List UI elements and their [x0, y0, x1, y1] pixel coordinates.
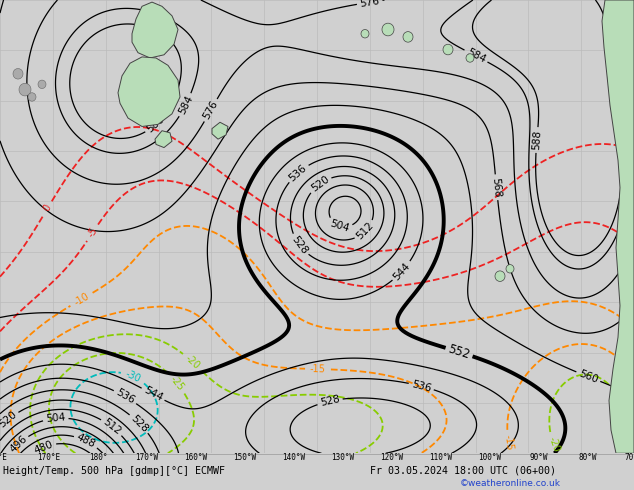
Text: 588: 588	[531, 130, 543, 150]
Text: 80°W: 80°W	[579, 453, 597, 462]
Circle shape	[361, 29, 369, 38]
Text: 520: 520	[0, 410, 19, 430]
Text: 588: 588	[145, 114, 167, 135]
Text: 480: 480	[33, 439, 55, 455]
Circle shape	[382, 23, 394, 36]
Text: 90°W: 90°W	[530, 453, 548, 462]
Polygon shape	[602, 0, 634, 453]
Text: 512: 512	[355, 220, 376, 242]
Circle shape	[495, 271, 505, 281]
Text: 110°W: 110°W	[429, 453, 453, 462]
Text: 584: 584	[465, 47, 487, 65]
Text: -5: -5	[86, 226, 100, 240]
Text: -20: -20	[547, 435, 561, 454]
Text: 496: 496	[8, 434, 29, 455]
Text: 120°W: 120°W	[380, 453, 404, 462]
Text: 536: 536	[410, 379, 432, 393]
Text: 170°W: 170°W	[136, 453, 158, 462]
Text: 150°W: 150°W	[233, 453, 257, 462]
Text: 584: 584	[177, 94, 195, 116]
Text: 70°W: 70°W	[624, 453, 634, 462]
Circle shape	[466, 54, 474, 62]
Text: 536: 536	[287, 163, 309, 183]
Text: 488: 488	[75, 432, 97, 450]
Text: 170°E: 170°E	[37, 453, 61, 462]
Text: 576: 576	[202, 99, 220, 122]
Text: 0°E: 0°E	[0, 453, 7, 462]
Text: -30: -30	[124, 369, 143, 384]
Text: Height/Temp. 500 hPa [gdmp][°C] ECMWF: Height/Temp. 500 hPa [gdmp][°C] ECMWF	[3, 466, 225, 476]
Polygon shape	[132, 2, 178, 58]
Circle shape	[403, 32, 413, 42]
Text: 544: 544	[142, 385, 164, 403]
Text: -20: -20	[184, 353, 202, 371]
Text: 160°W: 160°W	[184, 453, 207, 462]
Text: 130°W: 130°W	[332, 453, 354, 462]
Text: 528: 528	[290, 234, 309, 256]
Polygon shape	[212, 122, 228, 139]
Text: 512: 512	[101, 417, 123, 437]
Text: 552: 552	[446, 343, 472, 362]
Circle shape	[506, 265, 514, 273]
Text: -10: -10	[72, 291, 91, 308]
Text: 528: 528	[129, 413, 150, 434]
Circle shape	[19, 83, 31, 96]
Text: 560: 560	[578, 368, 599, 385]
Circle shape	[38, 80, 46, 89]
Text: -15: -15	[503, 434, 514, 451]
Text: 544: 544	[391, 261, 412, 282]
Text: 504: 504	[46, 413, 66, 424]
Text: Fr 03.05.2024 18:00 UTC (06+00): Fr 03.05.2024 18:00 UTC (06+00)	[370, 466, 556, 476]
Text: 100°W: 100°W	[479, 453, 501, 462]
Text: 520: 520	[309, 174, 331, 194]
Text: 576: 576	[359, 0, 380, 9]
Text: 536: 536	[114, 388, 136, 406]
Text: 568: 568	[491, 177, 502, 197]
Text: 180°: 180°	[89, 453, 107, 462]
Circle shape	[443, 44, 453, 55]
Text: 0: 0	[42, 203, 53, 214]
Text: -25: -25	[168, 373, 186, 392]
Text: -15: -15	[310, 364, 326, 374]
Text: 528: 528	[319, 394, 340, 408]
Text: 504: 504	[329, 218, 351, 234]
Text: 140°W: 140°W	[282, 453, 306, 462]
Circle shape	[28, 93, 36, 101]
Polygon shape	[155, 131, 172, 147]
Text: ©weatheronline.co.uk: ©weatheronline.co.uk	[460, 479, 561, 488]
Circle shape	[13, 69, 23, 79]
Polygon shape	[118, 57, 180, 126]
